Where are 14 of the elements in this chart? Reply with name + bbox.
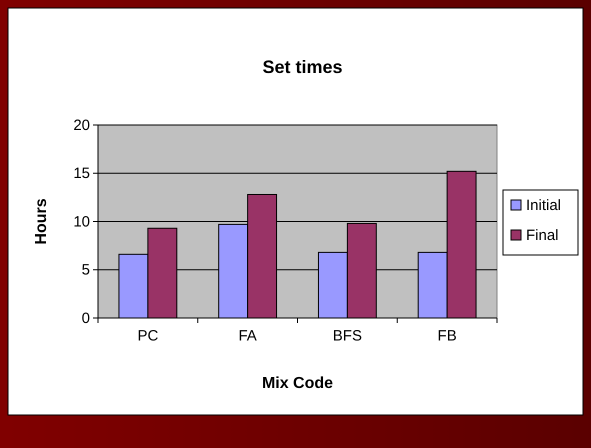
x-tick-label: BFS (332, 328, 362, 345)
legend-label: Initial (526, 197, 562, 214)
y-tick-label: 5 (82, 262, 90, 279)
y-tick-label: 15 (73, 165, 90, 182)
x-tick-label: FA (238, 328, 257, 345)
x-tick-label: PC (137, 328, 158, 345)
y-axis-title: Hours (33, 198, 50, 245)
legend-label: Final (526, 227, 559, 244)
y-tick-label: 10 (73, 213, 90, 230)
chart-title: Set times (262, 57, 343, 77)
y-tick-label: 0 (82, 310, 90, 327)
y-tick-label: 20 (73, 116, 90, 134)
x-axis-title: Mix Code (262, 375, 334, 392)
x-tick-label: FB (438, 328, 457, 345)
